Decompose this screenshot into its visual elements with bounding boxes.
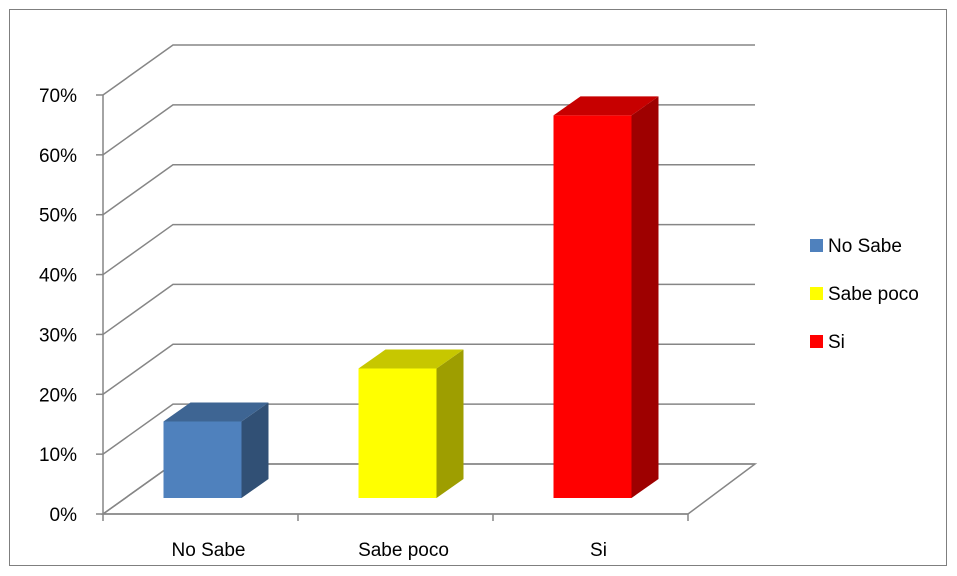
bars: [163, 96, 659, 498]
bar-side: [241, 402, 269, 498]
y-tick-label: 60%: [39, 146, 77, 167]
legend-swatch: [810, 239, 823, 252]
bar-top: [163, 402, 269, 422]
y-tick-label: 50%: [39, 206, 77, 227]
legend-item: No Sabe: [810, 236, 902, 257]
bar-no-sabe: [163, 402, 269, 498]
x-axis-ticks: No Sabe Sabe poco Si: [102, 514, 689, 561]
bar-top: [553, 96, 659, 116]
bar-top: [358, 349, 464, 369]
y-tick-label: 40%: [39, 266, 77, 287]
y-tick-label: 10%: [39, 445, 77, 466]
legend-item: Sabe poco: [810, 284, 919, 305]
gridline: [102, 104, 755, 156]
x-tick-label: No Sabe: [172, 540, 246, 561]
legend-swatch: [810, 287, 823, 300]
y-tick-label: 20%: [39, 385, 77, 406]
bar-si: [553, 96, 659, 498]
bar-side: [436, 349, 464, 498]
legend-swatch: [810, 335, 823, 348]
gridline: [102, 44, 755, 96]
legend-label: Si: [828, 332, 845, 353]
bar-front: [358, 368, 437, 498]
bar-front: [553, 115, 632, 498]
x-tick-label: Sabe poco: [358, 540, 449, 561]
axes: [102, 95, 688, 515]
x-tick-label: Si: [590, 540, 607, 561]
y-tick-label: 70%: [39, 86, 77, 107]
bar-sabe-poco: [358, 349, 464, 498]
bar-side: [631, 96, 659, 498]
y-axis-ticks: 0% 10% 20% 30% 40% 50% 60% 70%: [39, 86, 103, 526]
legend-label: No Sabe: [828, 236, 902, 257]
bar-front: [163, 421, 242, 498]
y-tick-label: 30%: [39, 325, 77, 346]
legend-item: Si: [810, 332, 845, 353]
legend: No Sabe Sabe poco Si: [810, 236, 919, 353]
legend-label: Sabe poco: [828, 284, 919, 305]
y-tick-label: 0%: [50, 505, 78, 526]
